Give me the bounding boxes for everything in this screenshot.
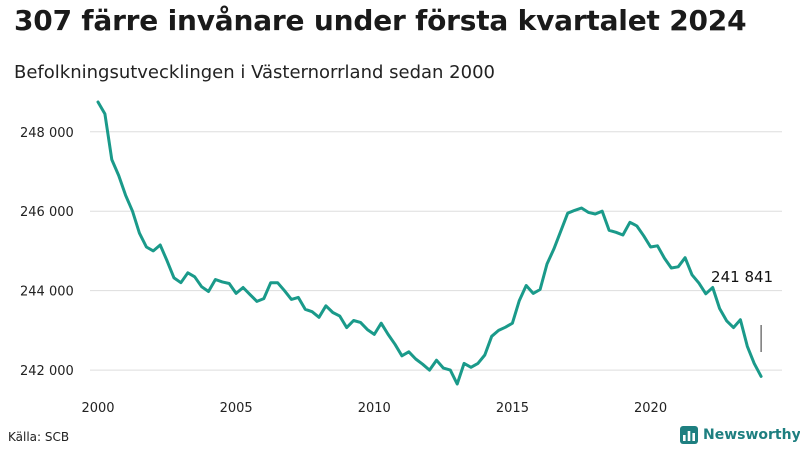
brand-logo: Newsworthy	[680, 426, 800, 444]
bar-chart-logo-icon	[680, 426, 698, 444]
x-tick-label: 2015	[496, 401, 529, 416]
y-tick-label: 242 000	[20, 364, 74, 379]
series-layer	[96, 100, 763, 386]
x-tick-label: 2020	[634, 401, 667, 416]
y-tick-label: 244 000	[20, 285, 74, 300]
y-tick-label: 248 000	[20, 126, 74, 141]
annotation-layer: 241 841	[711, 268, 773, 352]
grid-lines	[90, 131, 782, 371]
x-tick-label: 2010	[358, 401, 391, 416]
x-tick-label: 2005	[220, 401, 253, 416]
x-axis-ticks: 2000 2005 2010 2015 2020	[81, 401, 667, 416]
chart-subtitle: Befolkningsutvecklingen i Västernorrland…	[14, 62, 495, 83]
x-tick-label: 2000	[81, 401, 114, 416]
source-note: Källa: SCB	[8, 430, 70, 444]
brand-name: Newsworthy	[703, 427, 800, 443]
y-axis-ticks: 242 000 244 000 246 000 248 000	[20, 126, 74, 379]
annotation-value-label: 241 841	[711, 268, 773, 286]
chart-title: 307 färre invånare under första kvartale…	[14, 4, 747, 37]
population-series-line	[96, 100, 763, 386]
y-tick-label: 246 000	[20, 205, 74, 220]
